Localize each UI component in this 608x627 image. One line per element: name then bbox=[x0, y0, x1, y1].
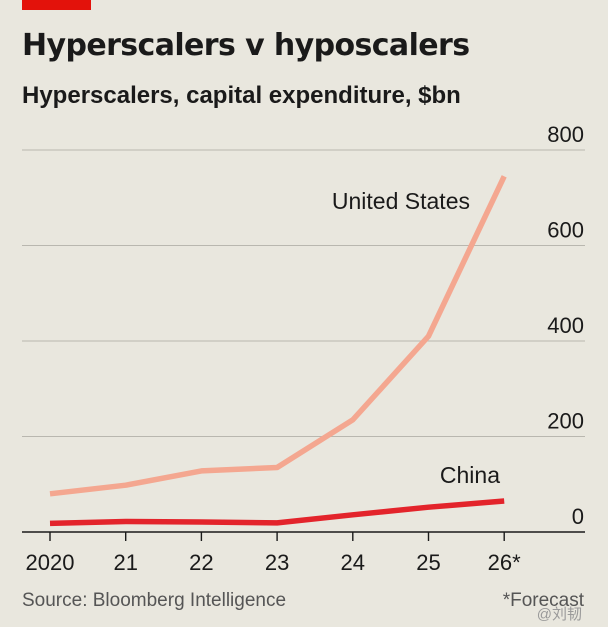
forecast-footnote: *Forecast bbox=[502, 590, 584, 611]
x-tick-label-2020: 2020 bbox=[26, 550, 75, 575]
x-tick-label-24: 24 bbox=[341, 550, 365, 575]
accent-bar bbox=[22, 0, 91, 10]
series-line-united-states bbox=[49, 175, 507, 497]
x-tick-label-26*: 26* bbox=[488, 550, 521, 575]
y-tick-label-200: 200 bbox=[547, 409, 584, 434]
series-label-united-states: United States bbox=[332, 188, 470, 214]
y-tick-label-800: 800 bbox=[547, 122, 584, 147]
series-label-china: China bbox=[440, 462, 500, 488]
x-tick-label-23: 23 bbox=[265, 550, 289, 575]
chart-title: Hyperscalers v hyposcalers bbox=[22, 28, 470, 63]
chart-subtitle: Hyperscalers, capital expenditure, $bn bbox=[22, 82, 461, 109]
y-tick-label-400: 400 bbox=[547, 313, 584, 338]
watermark: @刘韧 bbox=[536, 606, 582, 623]
y-tick-label-600: 600 bbox=[547, 218, 584, 243]
x-tick-label-22: 22 bbox=[189, 550, 213, 575]
source-note: Source: Bloomberg Intelligence bbox=[22, 590, 287, 611]
y-tick-label-0: 0 bbox=[572, 504, 584, 529]
series-line-china bbox=[49, 498, 505, 527]
x-tick-label-25: 25 bbox=[416, 550, 440, 575]
x-tick-label-21: 21 bbox=[113, 550, 137, 575]
